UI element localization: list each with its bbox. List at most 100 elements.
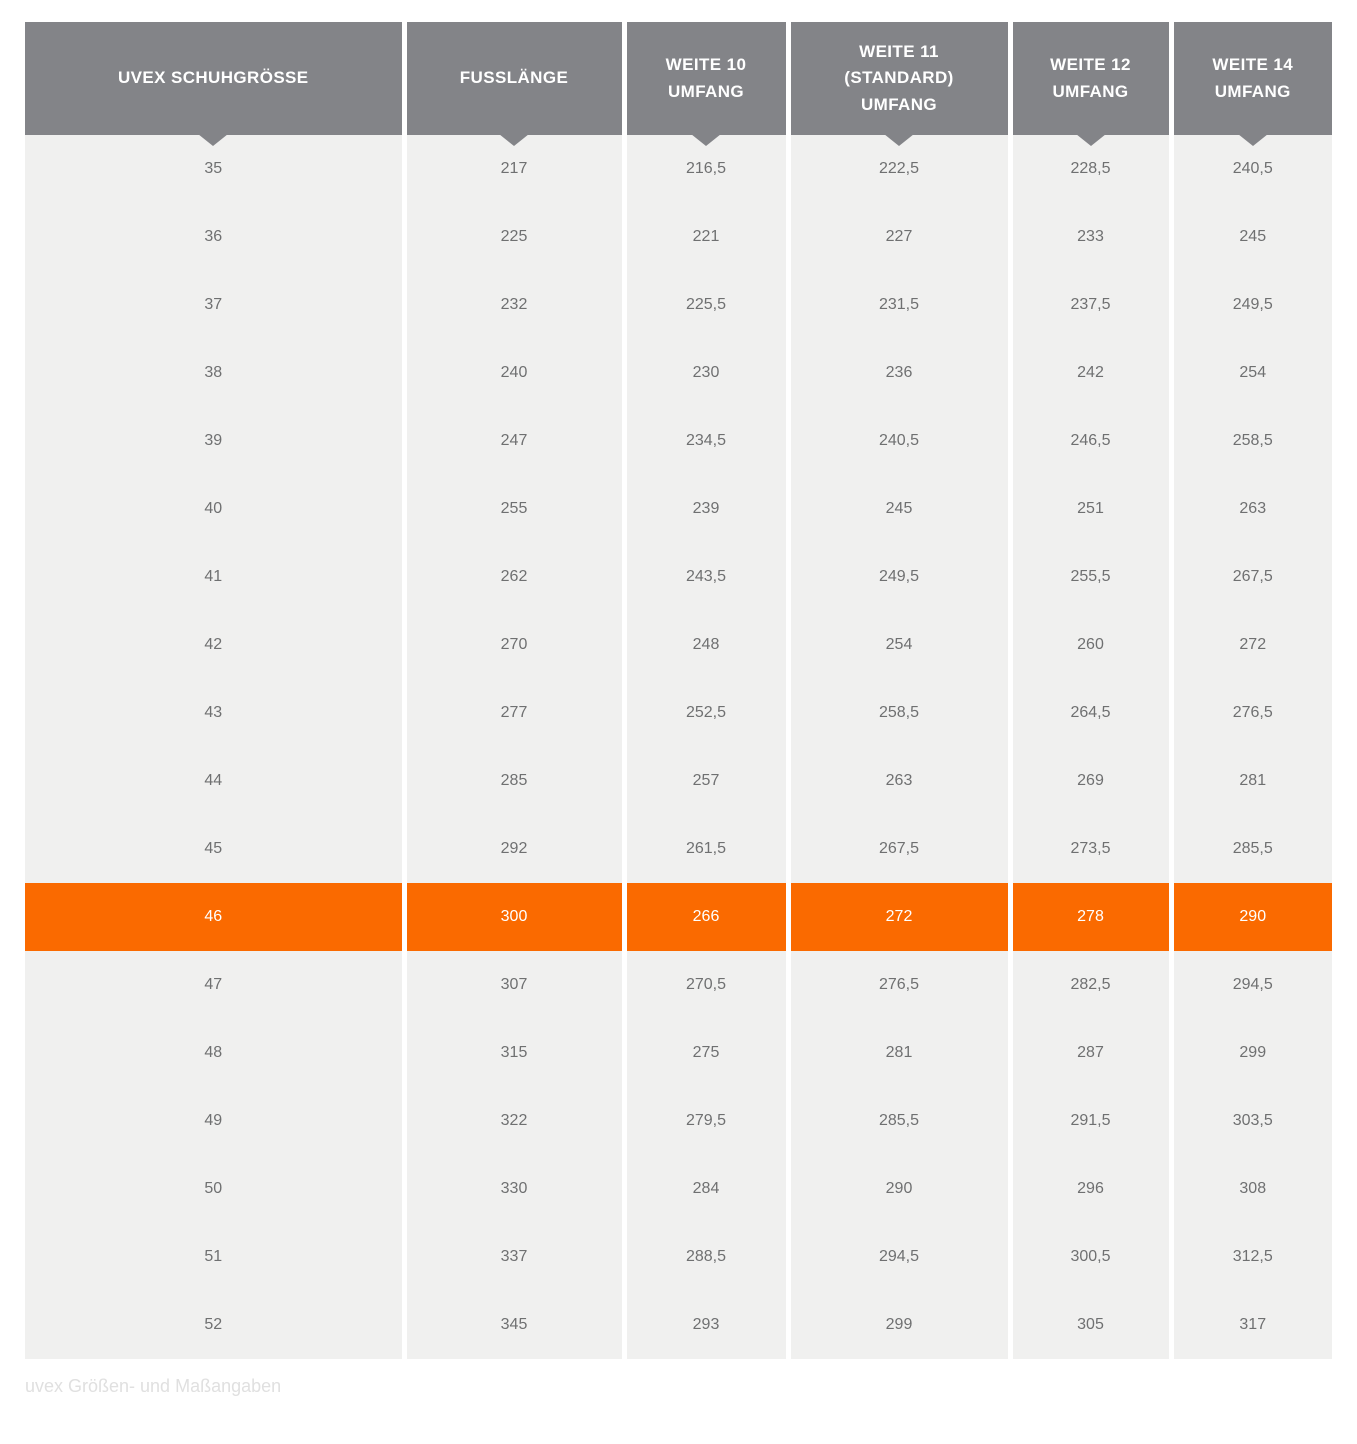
table-cell: 288,5 bbox=[621, 1223, 788, 1291]
table-cell: 240 bbox=[401, 339, 624, 407]
column-header-label: WEITE 12 UMFANG bbox=[1050, 55, 1131, 101]
table-cell: 232 bbox=[401, 271, 624, 339]
table-cell: 258,5 bbox=[1168, 407, 1332, 475]
table-cell: 272 bbox=[1168, 611, 1332, 679]
table-cell: 40 bbox=[25, 475, 404, 543]
table-cell: 263 bbox=[1168, 475, 1332, 543]
table-row: 45 292 261,5 267,5 273,5 285,5 bbox=[25, 815, 1332, 883]
table-cell: 278 bbox=[1007, 883, 1171, 951]
table-row: 39 247 234,5 240,5 246,5 258,5 bbox=[25, 407, 1332, 475]
column-header-weite-14-umfang: WEITE 14 UMFANG bbox=[1168, 22, 1332, 146]
table-cell: 246,5 bbox=[1007, 407, 1171, 475]
table-cell: 239 bbox=[621, 475, 788, 543]
table-cell: 48 bbox=[25, 1019, 404, 1087]
column-header-label: UVEX SCHUHGRÖSSE bbox=[117, 68, 309, 88]
table-cell: 287 bbox=[1007, 1019, 1171, 1087]
table-cell: 300,5 bbox=[1007, 1223, 1171, 1291]
table-cell: 41 bbox=[25, 543, 404, 611]
table-cell: 345 bbox=[401, 1291, 624, 1359]
table-cell: 266 bbox=[621, 883, 788, 951]
table-cell: 296 bbox=[1007, 1155, 1171, 1223]
table-cell: 37 bbox=[25, 271, 404, 339]
table-cell: 242 bbox=[1007, 339, 1171, 407]
size-table: UVEX SCHUHGRÖSSE FUSSLÄNGE WEITE 10 UMFA… bbox=[25, 22, 1332, 1359]
table-cell: 257 bbox=[621, 747, 788, 815]
table-cell: 291,5 bbox=[1007, 1087, 1171, 1155]
table-cell: 276,5 bbox=[785, 951, 1010, 1019]
table-cell: 281 bbox=[1168, 747, 1332, 815]
table-cell: 42 bbox=[25, 611, 404, 679]
table-cell: 49 bbox=[25, 1087, 404, 1155]
table-row: 48 315 275 281 287 299 bbox=[25, 1019, 1332, 1087]
table-cell: 240,5 bbox=[1168, 135, 1332, 203]
table-cell: 290 bbox=[785, 1155, 1010, 1223]
table-cell: 240,5 bbox=[785, 407, 1010, 475]
table-cell: 248 bbox=[621, 611, 788, 679]
table-cell: 299 bbox=[785, 1291, 1010, 1359]
table-cell: 234,5 bbox=[621, 407, 788, 475]
table-cell: 285,5 bbox=[1168, 815, 1332, 883]
table-cell: 254 bbox=[1168, 339, 1332, 407]
arrow-down-icon bbox=[1237, 134, 1268, 146]
table-cell: 284 bbox=[621, 1155, 788, 1223]
table-cell: 260 bbox=[1007, 611, 1171, 679]
table-row: 40 255 239 245 251 263 bbox=[25, 475, 1332, 543]
table-cell: 269 bbox=[1007, 747, 1171, 815]
table-cell: 46 bbox=[25, 883, 404, 951]
table-cell: 243,5 bbox=[621, 543, 788, 611]
table-cell: 263 bbox=[785, 747, 1010, 815]
table-cell: 293 bbox=[621, 1291, 788, 1359]
table-row: 42 270 248 254 260 272 bbox=[25, 611, 1332, 679]
table-cell: 279,5 bbox=[621, 1087, 788, 1155]
column-header-label: WEITE 11 (STANDARD) UMFANG bbox=[844, 41, 954, 114]
table-row: 52 345 293 299 305 317 bbox=[25, 1291, 1332, 1359]
table-row-highlighted: 46 300 266 272 278 290 bbox=[25, 883, 1332, 951]
table-cell: 39 bbox=[25, 407, 404, 475]
table-cell: 292 bbox=[401, 815, 624, 883]
table-row: 36 225 221 227 233 245 bbox=[25, 203, 1332, 271]
table-cell: 303,5 bbox=[1168, 1087, 1332, 1155]
table-cell: 312,5 bbox=[1168, 1223, 1332, 1291]
table-cell: 315 bbox=[401, 1019, 624, 1087]
column-header-label: WEITE 10 UMFANG bbox=[665, 55, 747, 101]
table-cell: 221 bbox=[621, 203, 788, 271]
table-row: 51 337 288,5 294,5 300,5 312,5 bbox=[25, 1223, 1332, 1291]
table-cell: 230 bbox=[621, 339, 788, 407]
table-cell: 300 bbox=[401, 883, 624, 951]
table-row: 37 232 225,5 231,5 237,5 249,5 bbox=[25, 271, 1332, 339]
table-cell: 236 bbox=[785, 339, 1010, 407]
table-cell: 225,5 bbox=[621, 271, 788, 339]
table-cell: 38 bbox=[25, 339, 404, 407]
table-cell: 261,5 bbox=[621, 815, 788, 883]
table-row: 41 262 243,5 249,5 255,5 267,5 bbox=[25, 543, 1332, 611]
table-row: 47 307 270,5 276,5 282,5 294,5 bbox=[25, 951, 1332, 1019]
table-cell: 255 bbox=[401, 475, 624, 543]
table-cell: 231,5 bbox=[785, 271, 1010, 339]
table-cell: 52 bbox=[25, 1291, 404, 1359]
table-cell: 305 bbox=[1007, 1291, 1171, 1359]
table-cell: 237,5 bbox=[1007, 271, 1171, 339]
column-header-fusslaenge: FUSSLÄNGE bbox=[401, 22, 624, 146]
arrow-down-icon bbox=[1075, 134, 1106, 146]
column-header-uvex-schuhgroesse: UVEX SCHUHGRÖSSE bbox=[25, 22, 404, 146]
table-caption: uvex Größen- und Maßangaben bbox=[25, 1376, 282, 1396]
arrow-down-icon bbox=[499, 134, 529, 146]
table-cell: 317 bbox=[1168, 1291, 1332, 1359]
table-cell: 35 bbox=[25, 135, 404, 203]
header-row: UVEX SCHUHGRÖSSE FUSSLÄNGE WEITE 10 UMFA… bbox=[25, 22, 1332, 146]
table-cell: 225 bbox=[401, 203, 624, 271]
column-header-label: WEITE 14 UMFANG bbox=[1212, 55, 1294, 101]
table-row: 44 285 257 263 269 281 bbox=[25, 747, 1332, 815]
table-cell: 285,5 bbox=[785, 1087, 1010, 1155]
table-cell: 276,5 bbox=[1168, 679, 1332, 747]
arrow-down-icon bbox=[198, 134, 229, 146]
table-cell: 294,5 bbox=[785, 1223, 1010, 1291]
table-header: UVEX SCHUHGRÖSSE FUSSLÄNGE WEITE 10 UMFA… bbox=[25, 22, 1332, 146]
table-cell: 228,5 bbox=[1007, 135, 1171, 203]
table-cell: 308 bbox=[1168, 1155, 1332, 1223]
table-cell: 50 bbox=[25, 1155, 404, 1223]
table-body: 35 217 216,5 222,5 228,5 240,5 36 225 221 227 233 2… bbox=[25, 135, 1332, 1359]
table-cell: 47 bbox=[25, 951, 404, 1019]
table-cell: 272 bbox=[785, 883, 1010, 951]
table-cell: 249,5 bbox=[1168, 271, 1332, 339]
